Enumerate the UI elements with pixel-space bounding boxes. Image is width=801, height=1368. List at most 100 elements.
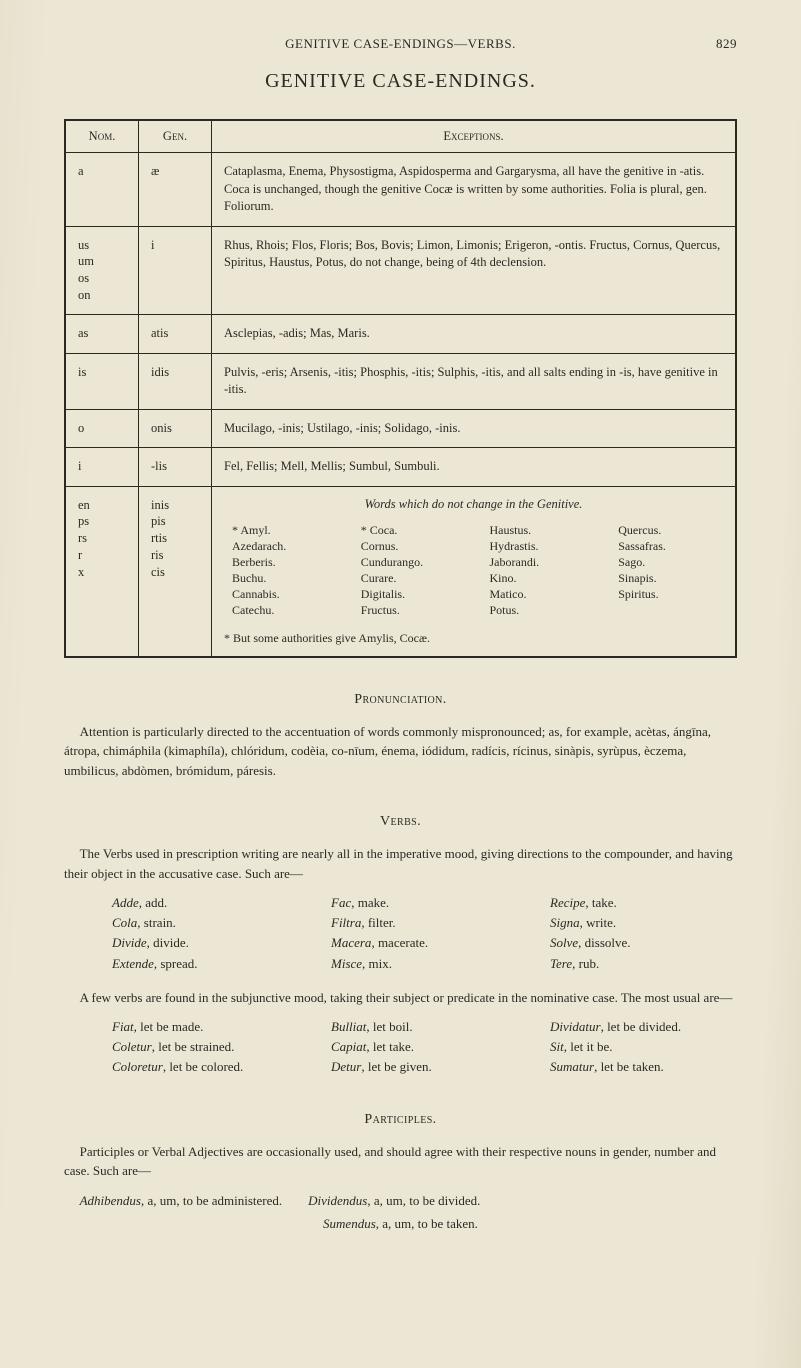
verb-entry: Coletur, let be strained. [112,1037,299,1057]
running-title: GENITIVE CASE-ENDINGS—VERBS. [124,36,677,52]
verb-gloss: , spread. [154,956,198,971]
verb-gloss: , let be given. [361,1059,431,1074]
verb-term: Fiat [112,1019,134,1034]
verb-gloss: , mix. [362,956,392,971]
verb-term: Signa [550,915,580,930]
verb-term: Cola [112,915,137,930]
verb-entry: Coloretur, let be colored. [112,1057,299,1077]
cell-gen: inispisrtisriscis [139,486,212,657]
paragraph-participles: Participles or Verbal Adjectives are occ… [64,1142,737,1181]
table-row: oonisMucilago, -inis; Ustilago, -inis; S… [65,409,736,448]
table-header-row: Nom. Gen. Exceptions. [65,120,736,153]
words-column: * Coca.Cornus.Cundurango.Curare.Digitali… [361,522,466,619]
verb-gloss: , let be colored. [163,1059,244,1074]
participle-text: , a, um, to be administered. [141,1193,282,1208]
verb-gloss: , make. [351,895,389,910]
verb-gloss: , take. [585,895,616,910]
verb-column: Adde, add.Cola, strain.Divide, divide.Ex… [112,893,299,974]
verb-term: Sit [550,1039,564,1054]
verb-entry: Fac, make. [331,893,518,913]
verb-gloss: , let be strained. [152,1039,235,1054]
cell-gen: atis [139,315,212,354]
verb-gloss: , write. [580,915,616,930]
participles-line-1: Adhibendus, a, um, to be administered. D… [64,1191,737,1211]
verb-column: Recipe, take.Signa, write.Solve, dissolv… [550,893,737,974]
cell-exception: Pulvis, -eris; Arsenis, -itis; Phosphis,… [212,353,737,409]
verb-term: Sumatur [550,1059,594,1074]
section-head-verbs: Verbs. [64,814,737,830]
verb-term: Macera [331,935,371,950]
verb-entry: Extende, spread. [112,954,299,974]
verb-gloss: , macerate. [371,935,428,950]
verb-term: Recipe [550,895,585,910]
cell-gen: idis [139,353,212,409]
participle-text: , a, um, to be taken. [376,1216,478,1231]
verb-gloss: , let boil. [366,1019,412,1034]
verb-imperative-grid: Adde, add.Cola, strain.Divide, divide.Ex… [112,893,737,974]
verb-entry: Macera, macerate. [331,933,518,953]
verb-term: Adde [112,895,139,910]
verb-column: Fac, make.Filtra, filter.Macera, macerat… [331,893,518,974]
verb-gloss: , let be taken. [594,1059,664,1074]
verb-term: Tere [550,956,572,971]
section-head-pronunciation: Pronunciation. [64,692,737,708]
page-number: 829 [677,36,737,52]
section-head-participles: Participles. [64,1112,737,1128]
table-row: usumosoniRhus, Rhois; Flos, Floris; Bos,… [65,226,736,315]
verb-entry: Signa, write. [550,913,737,933]
verb-term: Extende [112,956,154,971]
verb-gloss: , divide. [147,935,189,950]
table-row: aæCataplasma, Enema, Physostigma, Aspido… [65,153,736,227]
case-endings-table: Nom. Gen. Exceptions. aæCataplasma, Enem… [64,119,737,658]
cell-gen: onis [139,409,212,448]
words-column: Quercus.Sassafras.Sago.Sinapis.Spiritus. [618,522,723,619]
verb-term: Fac [331,895,351,910]
verb-gloss: , let take. [366,1039,414,1054]
cell-exception: Mucilago, -inis; Ustilago, -inis; Solida… [212,409,737,448]
verb-entry: Misce, mix. [331,954,518,974]
cell-nom: i [65,448,139,487]
verb-gloss: , let it be. [564,1039,613,1054]
verb-gloss: , let be divided. [601,1019,682,1034]
verb-gloss: , let be made. [134,1019,204,1034]
cell-words-unchanged: Words which do not change in the Genitiv… [212,486,737,657]
verb-gloss: , add. [139,895,168,910]
verb-entry: Detur, let be given. [331,1057,518,1077]
cell-exception: Rhus, Rhois; Flos, Floris; Bos, Bovis; L… [212,226,737,315]
verb-term: Detur [331,1059,361,1074]
paragraph-subjunctive-intro: A few verbs are found in the subjunctive… [64,988,737,1008]
main-title: GENITIVE CASE-ENDINGS. [64,70,737,93]
table-row: isidisPulvis, -eris; Arsenis, -itis; Pho… [65,353,736,409]
cell-nom: a [65,153,139,227]
verb-column: Dividatur, let be divided.Sit, let it be… [550,1017,737,1077]
words-footnote: * But some authorities give Amylis, Cocæ… [224,631,723,646]
words-unchanged-title: Words which do not change in the Genitiv… [224,497,723,512]
verb-entry: Solve, dissolve. [550,933,737,953]
verb-term: Capiat [331,1039,366,1054]
table-row: i-lisFel, Fellis; Mell, Mellis; Sumbul, … [65,448,736,487]
cell-nom: usumoson [65,226,139,315]
verb-term: Coloretur [112,1059,163,1074]
verb-entry: Tere, rub. [550,954,737,974]
verb-gloss: , dissolve. [578,935,630,950]
verb-gloss: , strain. [137,915,176,930]
paragraph-pronunciation: Attention is particularly directed to th… [64,722,737,781]
verb-entry: Cola, strain. [112,913,299,933]
th-nom: Nom. [65,120,139,153]
verb-entry: Capiat, let take. [331,1037,518,1057]
verb-term: Bulliat [331,1019,366,1034]
cell-nom: is [65,353,139,409]
verb-entry: Bulliat, let boil. [331,1017,518,1037]
verb-entry: Divide, divide. [112,933,299,953]
verb-term: Coletur [112,1039,152,1054]
th-gen: Gen. [139,120,212,153]
verb-entry: Adde, add. [112,893,299,913]
page: GENITIVE CASE-ENDINGS—VERBS. 829 GENITIV… [0,0,801,1368]
verb-term: Divide [112,935,147,950]
th-exceptions: Exceptions. [212,120,737,153]
paragraph-verbs-intro: The Verbs used in prescription writing a… [64,844,737,883]
participle-term: Dividendus [308,1193,367,1208]
cell-gen: æ [139,153,212,227]
verb-column: Bulliat, let boil.Capiat, let take.Detur… [331,1017,518,1077]
table-row: asatisAsclepias, -adis; Mas, Maris. [65,315,736,354]
